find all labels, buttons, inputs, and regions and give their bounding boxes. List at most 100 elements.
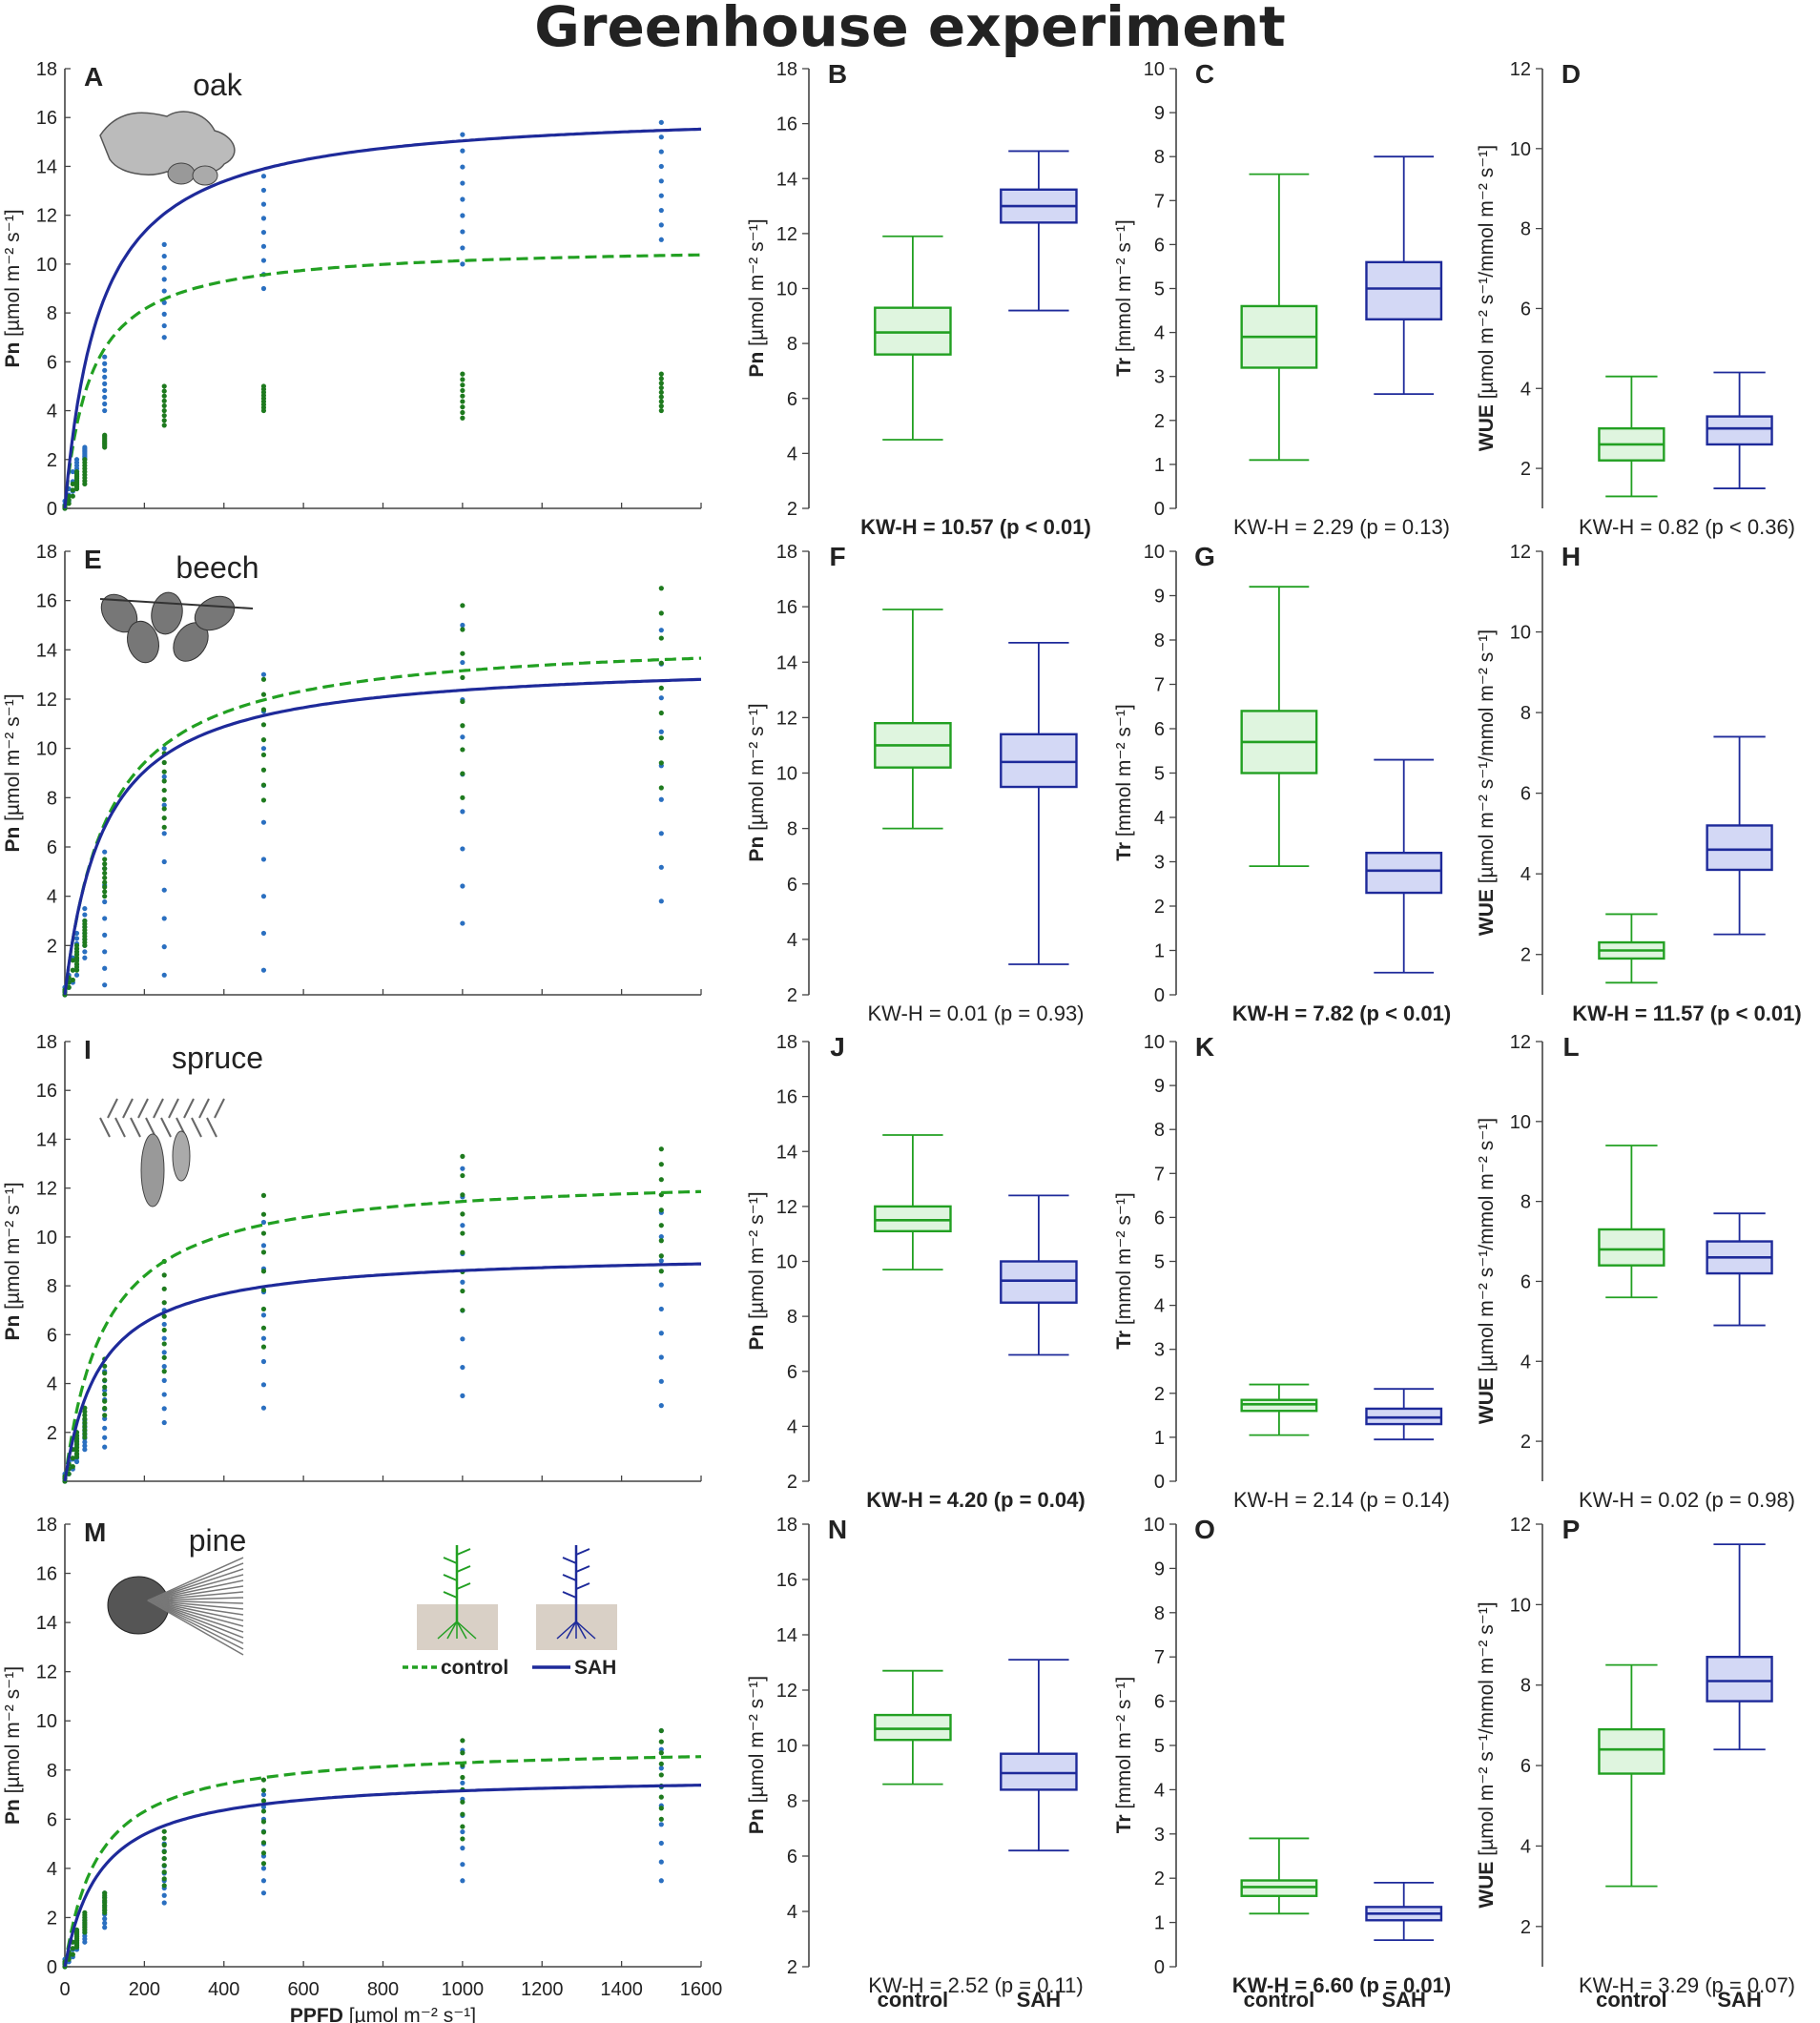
y-tick-label: 12 (776, 224, 797, 245)
y-tick-label: 4 (1520, 1836, 1531, 1857)
legend: control SAH (403, 1545, 617, 1679)
panel-letter: K (1195, 1032, 1214, 1062)
sah-box (1000, 1260, 1078, 1304)
sah-point (161, 1364, 167, 1370)
sah-point (460, 245, 465, 251)
panel-O: 0 1 2 3 4 5 6 7 8 9 10 O Tr [mmol m⁻² s⁻¹] control SAH… (1113, 1515, 1451, 2012)
kw-statistic: KW-H = 0.02 (p = 0.98) (1579, 1488, 1795, 1512)
y-axis-label: Pn [µmol m⁻² s⁻¹] (2, 209, 24, 367)
y-tick-label: 5 (1154, 1736, 1165, 1757)
control-point (260, 767, 267, 773)
control-point (161, 769, 167, 774)
sah-fit-curve (63, 1784, 702, 1968)
sah-point (73, 457, 80, 463)
y-axis-title: Pn (746, 1803, 768, 1834)
sah-point (460, 1223, 465, 1228)
seedling-root (456, 1620, 477, 1640)
control-point (460, 650, 465, 656)
y-tick-label: 14 (36, 156, 57, 177)
y-tick-label: 12 (1510, 1032, 1531, 1053)
sah-point (73, 1458, 80, 1465)
y-tick-label: 2 (1154, 897, 1165, 918)
y-tick-label: 2 (1520, 1917, 1531, 1938)
y-axis-title: WUE (1476, 399, 1498, 451)
y-tick-label: 8 (1154, 1120, 1165, 1141)
control-point (658, 371, 664, 377)
panel-H: 2 4 6 8 10 12 H WUE [µmol m⁻² s⁻¹/mmol m⁻² s⁻¹]… (1476, 542, 1802, 1025)
sah-point (260, 894, 267, 899)
y-tick-label: 7 (1154, 1164, 1165, 1185)
control-point (260, 1306, 267, 1312)
control-point (658, 1806, 664, 1811)
sah-point (658, 628, 664, 633)
sah-point (260, 857, 267, 862)
control-point (460, 1738, 465, 1744)
control-point (460, 1799, 465, 1805)
sah-point (161, 858, 167, 865)
sah-point (102, 1916, 108, 1922)
y-tick-label: 8 (787, 1307, 797, 1328)
sah-point (460, 1780, 465, 1786)
control-point (260, 1850, 267, 1856)
control-point (70, 1464, 75, 1470)
x-tick-label: 400 (208, 1979, 239, 2000)
control-point (161, 1354, 167, 1360)
seedling-branch (575, 1565, 590, 1573)
seedling-branch (575, 1582, 590, 1590)
seedling-branch (562, 1591, 577, 1599)
species-label: oak (193, 68, 243, 102)
y-axis-title: Tr (1113, 1809, 1135, 1834)
y-tick-label: 0 (1154, 499, 1165, 520)
panel-letter: N (828, 1515, 847, 1544)
pine-needle-shape (147, 1600, 244, 1650)
panel-letter: M (84, 1517, 106, 1547)
y-tick-label: 12 (36, 1179, 57, 1200)
y-axis-label: Pn [µmol m⁻² s⁻¹] (2, 1666, 24, 1825)
y-tick-label: 10 (776, 279, 797, 300)
sah-point (260, 819, 267, 825)
y-tick-label: 4 (47, 1374, 57, 1395)
y-axis-label: Tr [mmol m⁻² s⁻¹] (1113, 219, 1135, 377)
control-point (658, 389, 664, 395)
y-axis-title: Pn (746, 831, 768, 862)
kw-statistic: KW-H = 2.29 (p = 0.13) (1233, 515, 1450, 539)
sah-point (658, 1282, 664, 1288)
control-point (658, 735, 664, 741)
y-axis-unit: [µmol m⁻² s⁻¹] (2, 693, 24, 820)
sah-box (1706, 415, 1773, 446)
species-label: beech (176, 550, 259, 585)
y-axis-label: Tr [mmol m⁻² s⁻¹] (1113, 1677, 1135, 1834)
y-tick-label: 12 (36, 1662, 57, 1683)
y-tick-label: 2 (47, 1423, 57, 1444)
y-tick-label: 1 (1154, 455, 1165, 476)
y-tick-label: 8 (787, 819, 797, 840)
y-axis-title: WUE (1476, 1372, 1498, 1424)
x-tick-label: 800 (367, 1979, 399, 2000)
panel-letter: H (1561, 542, 1581, 571)
control-point (102, 866, 108, 872)
y-axis-unit: [mmol m⁻² s⁻¹] (1113, 1192, 1135, 1325)
control-point (260, 737, 267, 743)
panel-letter: E (84, 545, 102, 574)
y-axis-unit: [µmol m⁻² s⁻¹] (2, 209, 24, 336)
seedling-branch (456, 1582, 471, 1590)
sah-point (161, 774, 167, 779)
spruce-cone-shape (140, 1133, 165, 1208)
y-tick-label: 6 (1520, 1271, 1531, 1292)
control-point (70, 958, 75, 963)
control-point (161, 407, 167, 414)
y-tick-label: 2 (787, 1957, 797, 1978)
kw-statistic: KW-H = 7.82 (p < 0.01) (1232, 1001, 1451, 1025)
control-point (658, 710, 664, 716)
control-point (658, 610, 664, 616)
y-tick-label: 10 (36, 1711, 57, 1732)
control-point (260, 1808, 267, 1814)
control-point (70, 977, 75, 983)
control-point (260, 1249, 267, 1255)
control-point (161, 1883, 167, 1889)
sah-point (658, 831, 664, 836)
sah-point (460, 213, 465, 218)
panel-F: 2 4 6 8 10 12 14 16 18 F Pn [µmol m⁻² s⁻¹] KW-H = 0… (746, 542, 1085, 1025)
control-box (1598, 1228, 1665, 1267)
control-point (70, 1946, 75, 1951)
